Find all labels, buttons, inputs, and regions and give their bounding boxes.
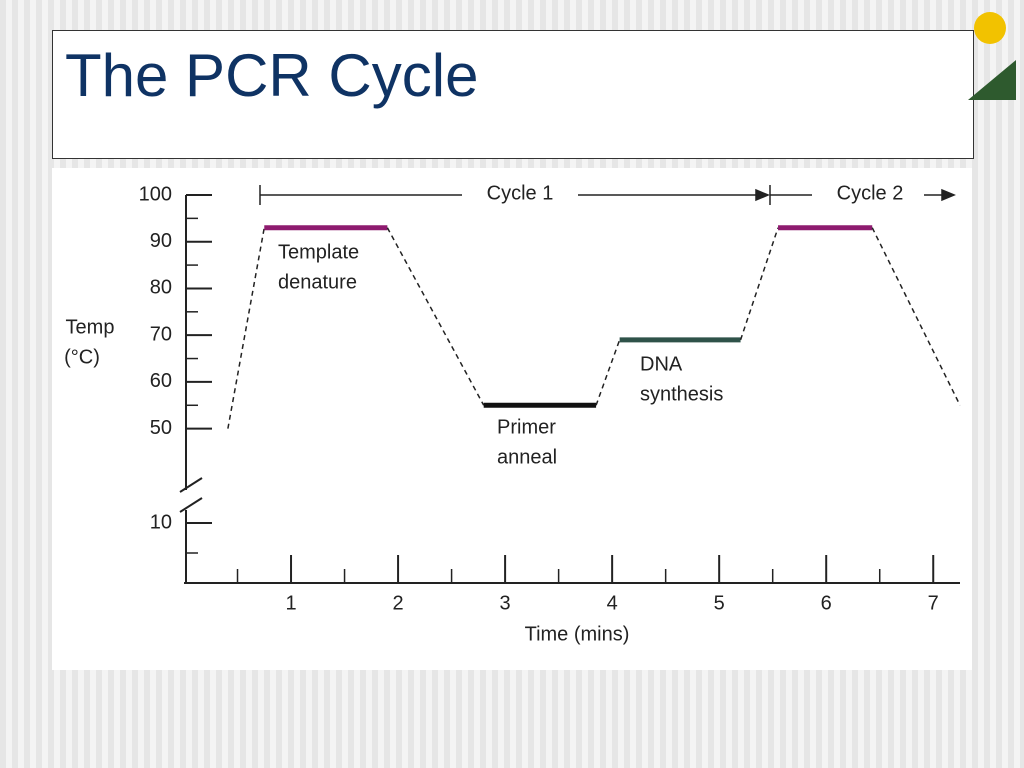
icon (968, 60, 1016, 100)
axis-break (179, 497, 203, 513)
icon (974, 12, 1006, 44)
y-tick-label: 10 (150, 511, 172, 533)
y-tick-label: 60 (150, 370, 172, 392)
x-axis-label: Time (mins) (525, 623, 630, 645)
x-tick-label: 4 (607, 592, 618, 614)
annotation: synthesis (640, 383, 723, 405)
cycle-label: Cycle 2 (837, 182, 904, 204)
ramp-segment (871, 227, 961, 406)
ramp-segment (739, 227, 779, 341)
annotation: Template (278, 241, 359, 263)
y-tick-label: 80 (150, 277, 172, 299)
cycle-arrows (259, 185, 956, 205)
annotation: DNA (640, 353, 683, 375)
annotation: Primer (497, 416, 556, 438)
y-axis-label: (°C) (64, 346, 100, 368)
annotation: denature (278, 271, 357, 293)
y-tick-label: 90 (150, 230, 172, 252)
y-tick-label: 50 (150, 417, 172, 439)
x-tick-label: 6 (821, 592, 832, 614)
y-tick-label: 100 (139, 183, 172, 205)
x-tick-label: 2 (393, 592, 404, 614)
y-tick-label: 70 (150, 323, 172, 345)
ramp-segment (386, 227, 485, 406)
x-tick-label: 7 (928, 592, 939, 614)
annotation: anneal (497, 446, 557, 468)
x-tick-label: 5 (714, 592, 725, 614)
ramp-segment (595, 339, 621, 406)
y-axis-label: Temp (66, 316, 115, 338)
slide-title: The PCR Cycle (65, 42, 479, 109)
chart-area (52, 168, 972, 670)
title-box: The PCR Cycle (52, 30, 974, 159)
axis-break (179, 477, 203, 493)
x-tick-label: 3 (500, 592, 511, 614)
x-tick-label: 1 (285, 592, 296, 614)
ramp-segment (227, 227, 266, 429)
cycle-label: Cycle 1 (487, 182, 554, 204)
